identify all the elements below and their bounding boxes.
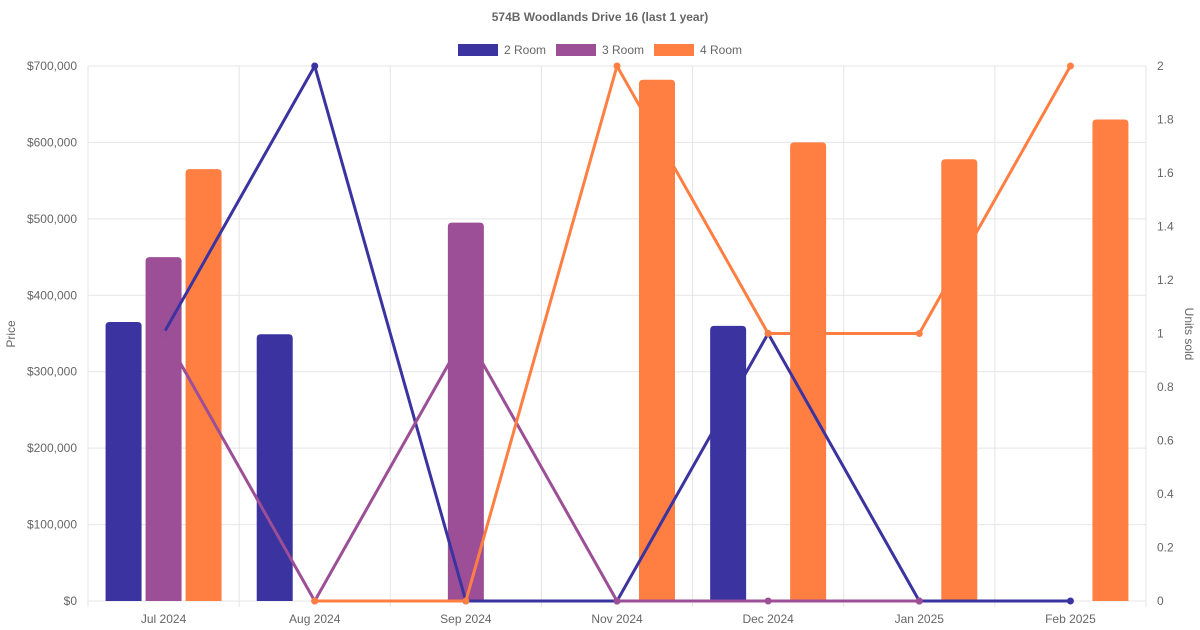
left-tick-label: $300,000 xyxy=(27,365,77,379)
bar xyxy=(145,257,182,601)
left-axis-ticks: $0 $100,000 $200,000 $300,000 $400,000 $500,0… xyxy=(27,59,77,608)
legend-label: 2 Room xyxy=(504,43,546,57)
legend-swatch xyxy=(654,44,694,56)
right-axis-ticks: 0 0.2 0.4 0.6 0.8 1 1.2 1.4 1.6 1.8 2 xyxy=(1157,59,1174,608)
x-tick-label: Feb 2025 xyxy=(1045,612,1096,626)
left-tick-label: $400,000 xyxy=(27,288,77,302)
bar xyxy=(105,322,142,601)
right-tick-label: 0.2 xyxy=(1157,541,1174,555)
line-point xyxy=(613,597,621,605)
left-tick-label: $100,000 xyxy=(27,518,77,532)
left-tick-label: $700,000 xyxy=(27,59,77,73)
series-line xyxy=(162,64,1071,603)
right-tick-label: 2 xyxy=(1157,59,1164,73)
line-point xyxy=(613,62,621,70)
bar xyxy=(941,159,978,601)
line-point xyxy=(311,597,319,605)
right-tick-label: 1.4 xyxy=(1157,220,1174,234)
line-point xyxy=(462,597,470,605)
line-point xyxy=(764,597,772,605)
left-tick-label: $500,000 xyxy=(27,212,77,226)
bar xyxy=(710,325,747,601)
legend-label: 3 Room xyxy=(602,43,644,57)
legend-item[interactable]: 2 Room xyxy=(458,43,546,57)
line-point xyxy=(915,597,923,605)
line-point xyxy=(311,62,319,70)
legend-item[interactable]: 3 Room xyxy=(556,43,644,57)
legend-label: 4 Room xyxy=(700,43,742,57)
bars xyxy=(105,79,1129,601)
right-tick-label: 1.8 xyxy=(1157,113,1174,127)
bar xyxy=(790,142,827,601)
bar xyxy=(639,79,675,601)
line-point xyxy=(915,330,923,337)
bar xyxy=(1092,119,1129,601)
x-tick-label: Dec 2024 xyxy=(742,612,794,626)
line-point xyxy=(160,330,168,337)
right-tick-label: 0.6 xyxy=(1157,434,1174,448)
left-axis-title: Price xyxy=(4,320,18,348)
legend-swatch xyxy=(458,44,498,56)
right-tick-label: 1.2 xyxy=(1157,273,1174,287)
legend-swatch xyxy=(556,44,596,56)
x-tick-label: Jul 2024 xyxy=(141,612,187,626)
right-axis-title: Units sold xyxy=(1182,308,1196,361)
right-tick-label: 1.6 xyxy=(1157,166,1174,180)
series-line xyxy=(314,64,1072,603)
x-axis-ticks: Jul 2024 Aug 2024 Sep 2024 Nov 2024 Dec 2024… xyxy=(141,612,1096,626)
x-tick-label: Sep 2024 xyxy=(440,612,492,626)
legend-item[interactable]: 4 Room xyxy=(654,43,742,57)
x-tick-label: Jan 2025 xyxy=(895,612,945,626)
x-tick-label: Aug 2024 xyxy=(289,612,341,626)
gridlines xyxy=(87,65,1147,607)
bar xyxy=(185,169,222,601)
legend: 2 Room 3 Room 4 Room xyxy=(458,43,742,57)
right-tick-label: 0.4 xyxy=(1157,487,1174,501)
series-line xyxy=(162,332,920,603)
x-tick-label: Nov 2024 xyxy=(591,612,643,626)
bar xyxy=(256,334,293,601)
right-tick-label: 0 xyxy=(1157,594,1164,608)
right-tick-label: 1 xyxy=(1157,327,1164,341)
right-tick-label: 0.8 xyxy=(1157,380,1174,394)
line-point xyxy=(1066,597,1074,605)
line-point xyxy=(462,330,470,337)
chart-title: 574B Woodlands Drive 16 (last 1 year) xyxy=(492,10,709,24)
left-tick-label: $0 xyxy=(64,594,78,608)
left-tick-label: $600,000 xyxy=(27,135,77,149)
lines xyxy=(160,62,1074,605)
bar xyxy=(447,222,484,601)
left-tick-label: $200,000 xyxy=(27,441,77,455)
line-point xyxy=(764,330,772,337)
line-point xyxy=(1066,62,1074,70)
